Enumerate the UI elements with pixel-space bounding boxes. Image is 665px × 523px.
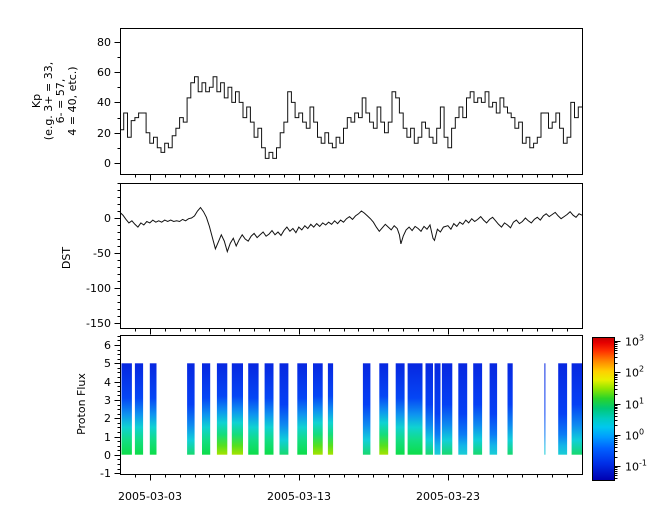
minor-ticks — [117, 336, 568, 478]
panel-frame — [120, 28, 583, 175]
colorbar-tick-label: 10-1 — [625, 459, 647, 474]
proton-flux-bar — [264, 363, 274, 455]
kp-series-line — [120, 76, 582, 159]
proton-flux-bar — [313, 363, 323, 455]
proton-flux-y-tick-label: 6 — [104, 339, 111, 352]
kp-y-tick-label: 0 — [104, 157, 111, 170]
proton-flux-y-tick-label: 0 — [104, 449, 111, 462]
minor-ticks — [117, 57, 568, 178]
proton-flux-bar — [327, 363, 334, 455]
major-ticks — [114, 42, 449, 181]
dst-series-line — [119, 206, 583, 254]
colorbar-tick-label: 103 — [625, 334, 644, 349]
proton-flux-bar — [473, 363, 483, 455]
proton-flux-bar — [121, 363, 132, 455]
x-tick-label-3: 2005-03-23 — [416, 490, 480, 503]
proton-flux-bar — [248, 363, 259, 455]
proton-flux-axis-label: Proton Flux — [75, 373, 88, 435]
dst-axis-label: DST — [60, 246, 73, 270]
proton-flux-y-tick-label: 3 — [104, 394, 111, 407]
minor-ticks — [117, 183, 568, 332]
proton-flux-bar — [507, 363, 513, 455]
proton-flux-bar — [489, 363, 498, 455]
proton-flux-bar — [458, 363, 468, 455]
proton-flux-y-tick-label: 4 — [104, 376, 111, 389]
proton-flux-y-tick-label: 2 — [104, 412, 111, 425]
proton-flux-bar — [558, 363, 568, 455]
kp-y-tick-label: 80 — [97, 36, 111, 49]
major-ticks — [114, 218, 449, 335]
colorbar-major-ticks — [614, 341, 621, 467]
x-tick-label-2: 2005-03-13 — [267, 490, 331, 503]
kp-y-tick-label: 20 — [97, 127, 111, 140]
proton-flux-bar — [297, 363, 307, 455]
proton-flux-bar — [231, 363, 243, 455]
proton-flux-bar — [407, 363, 423, 455]
proton-flux-y-tick-label: -1 — [100, 467, 111, 480]
proton-flux-bar — [279, 363, 289, 455]
proton-flux-bar — [379, 363, 389, 455]
panel-frame — [120, 183, 583, 329]
proton-flux-bar — [441, 363, 453, 455]
proton-flux-bars — [121, 363, 582, 455]
colorbar-tick-label: 102 — [625, 365, 644, 380]
colorbar-tick-label: 100 — [625, 428, 644, 443]
proton-flux-y-tick-label: 1 — [104, 431, 111, 444]
major-ticks — [114, 345, 449, 481]
proton-flux-bar — [571, 363, 582, 455]
proton-flux-bar — [395, 363, 405, 455]
kp-panel: 0 20 40 60 80 — [97, 28, 583, 181]
proton-flux-bar — [544, 363, 546, 455]
kp-y-tick-label: 40 — [97, 96, 111, 109]
colorbar-gradient — [592, 337, 614, 480]
proton-flux-bar — [362, 363, 371, 455]
colorbar-tick-label: 101 — [625, 397, 644, 412]
dst-y-tick-label: -50 — [93, 247, 111, 260]
kp-y-tick-label: 60 — [97, 66, 111, 79]
kp-axis-label: Kp (e.g. 3+ = 33, 6- = 57, 4 = 40, etc.) — [30, 61, 79, 141]
x-tick-label-1: 2005-03-03 — [118, 490, 182, 503]
proton-flux-bar — [202, 363, 211, 455]
colorbar-minor-ticks — [614, 342, 618, 479]
proton-flux-bar — [216, 363, 228, 455]
proton-flux-bar — [425, 363, 433, 455]
dst-panel: 0 -50 -100 -150 — [86, 183, 583, 335]
proton-flux-bar — [134, 363, 144, 455]
colorbar: 103 102 101 100 10-1 — [592, 334, 647, 481]
dst-y-tick-label: -150 — [86, 317, 111, 330]
proton-flux-bar — [434, 363, 441, 455]
proton-flux-panel: -1 0 1 2 3 4 5 6 — [100, 335, 583, 481]
proton-flux-bar — [149, 363, 157, 455]
dst-y-tick-label: -100 — [86, 282, 111, 295]
proton-flux-bar — [187, 363, 195, 455]
proton-flux-y-tick-label: 5 — [104, 357, 111, 370]
dst-y-tick-label: 0 — [104, 212, 111, 225]
